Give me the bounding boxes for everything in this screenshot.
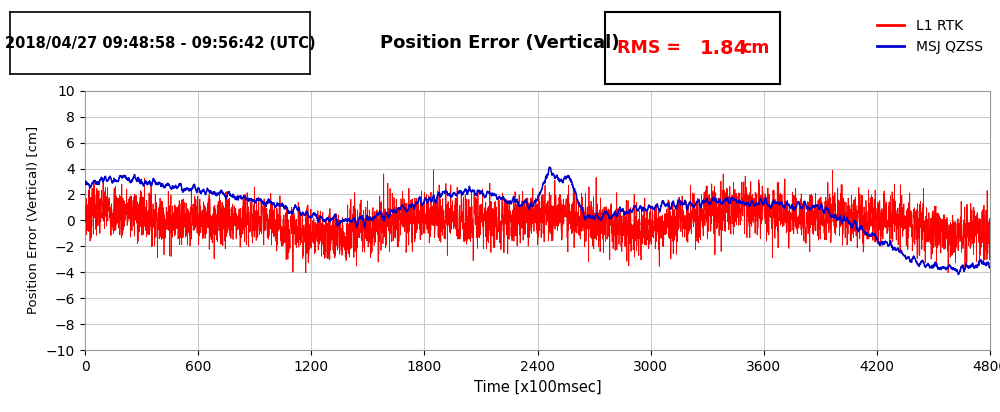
Legend: L1 RTK, MSJ QZSS: L1 RTK, MSJ QZSS <box>871 13 988 59</box>
Text: 2018/04/27 09:48:58 - 09:56:42 (UTC): 2018/04/27 09:48:58 - 09:56:42 (UTC) <box>5 36 315 51</box>
Text: Position Error (Vertical): Position Error (Vertical) <box>380 34 620 52</box>
Text: RMS =: RMS = <box>617 40 687 57</box>
Text: cm: cm <box>742 40 770 57</box>
Text: 1.84: 1.84 <box>700 39 748 58</box>
Y-axis label: Position Error (Vertical) [cm]: Position Error (Vertical) [cm] <box>27 126 40 314</box>
X-axis label: Time [x100msec]: Time [x100msec] <box>474 379 601 394</box>
